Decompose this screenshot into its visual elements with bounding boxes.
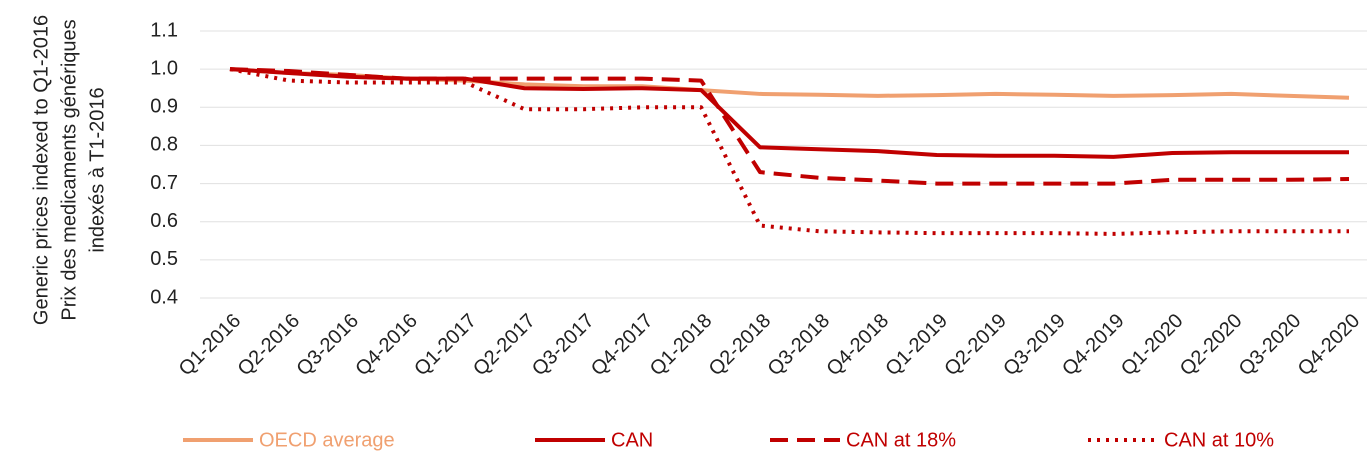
- x-tick-label: Q2-2016: [234, 310, 305, 381]
- x-tick-label: Q1-2020: [1117, 310, 1188, 381]
- legend-label: CAN at 18%: [846, 429, 956, 451]
- y-tick-label: 0.8: [150, 134, 178, 156]
- y-axis-label: indexés à T1-2016: [86, 87, 108, 252]
- legend-label: OECD average: [259, 429, 395, 451]
- y-axis-label: Generic prices indexed to Q1-2016: [30, 15, 52, 325]
- x-tick-label: Q2-2018: [705, 310, 776, 381]
- series-line: [229, 67, 1349, 236]
- series-line: [229, 67, 1350, 186]
- x-tick-label: Q3-2019: [999, 310, 1070, 381]
- x-tick-label: Q1-2016: [175, 310, 246, 381]
- x-tick-label: Q4-2020: [1294, 310, 1365, 381]
- y-axis-label: Prix des medicaments génériques: [58, 19, 80, 320]
- y-tick-label: 1.1: [150, 19, 178, 41]
- legend-item: CAN: [535, 429, 653, 451]
- x-tick-label: Q4-2016: [351, 310, 422, 381]
- legend-item: CAN at 10%: [1088, 429, 1274, 451]
- legend-label: CAN: [611, 429, 653, 451]
- x-tick-label: Q3-2018: [764, 310, 835, 381]
- y-tick-label: 1.0: [150, 57, 178, 79]
- x-tick-label: Q1-2017: [410, 310, 481, 381]
- legend-item: OECD average: [183, 429, 395, 451]
- x-tick-label: Q3-2017: [528, 310, 599, 381]
- y-tick-label: 0.7: [150, 172, 178, 194]
- legend-label: CAN at 10%: [1164, 429, 1274, 451]
- x-tick-label: Q1-2019: [881, 310, 952, 381]
- legend-item: CAN at 18%: [770, 429, 956, 451]
- y-tick-label: 0.9: [150, 96, 178, 118]
- y-tick-label: 0.5: [150, 248, 178, 270]
- series-line: [229, 67, 1349, 159]
- series-line: [229, 67, 1350, 100]
- x-tick-label: Q4-2019: [1058, 310, 1129, 381]
- x-tick-label: Q2-2020: [1176, 310, 1247, 381]
- x-tick-label: Q2-2019: [940, 310, 1011, 381]
- y-tick-label: 0.6: [150, 210, 178, 232]
- x-tick-label: Q4-2017: [587, 310, 658, 381]
- x-tick-label: Q4-2018: [823, 310, 894, 381]
- x-tick-label: Q3-2020: [1235, 310, 1306, 381]
- y-tick-label: 0.4: [150, 286, 178, 308]
- x-tick-label: Q2-2017: [469, 310, 540, 381]
- x-tick-label: Q1-2018: [646, 310, 717, 381]
- x-tick-label: Q3-2016: [292, 310, 363, 381]
